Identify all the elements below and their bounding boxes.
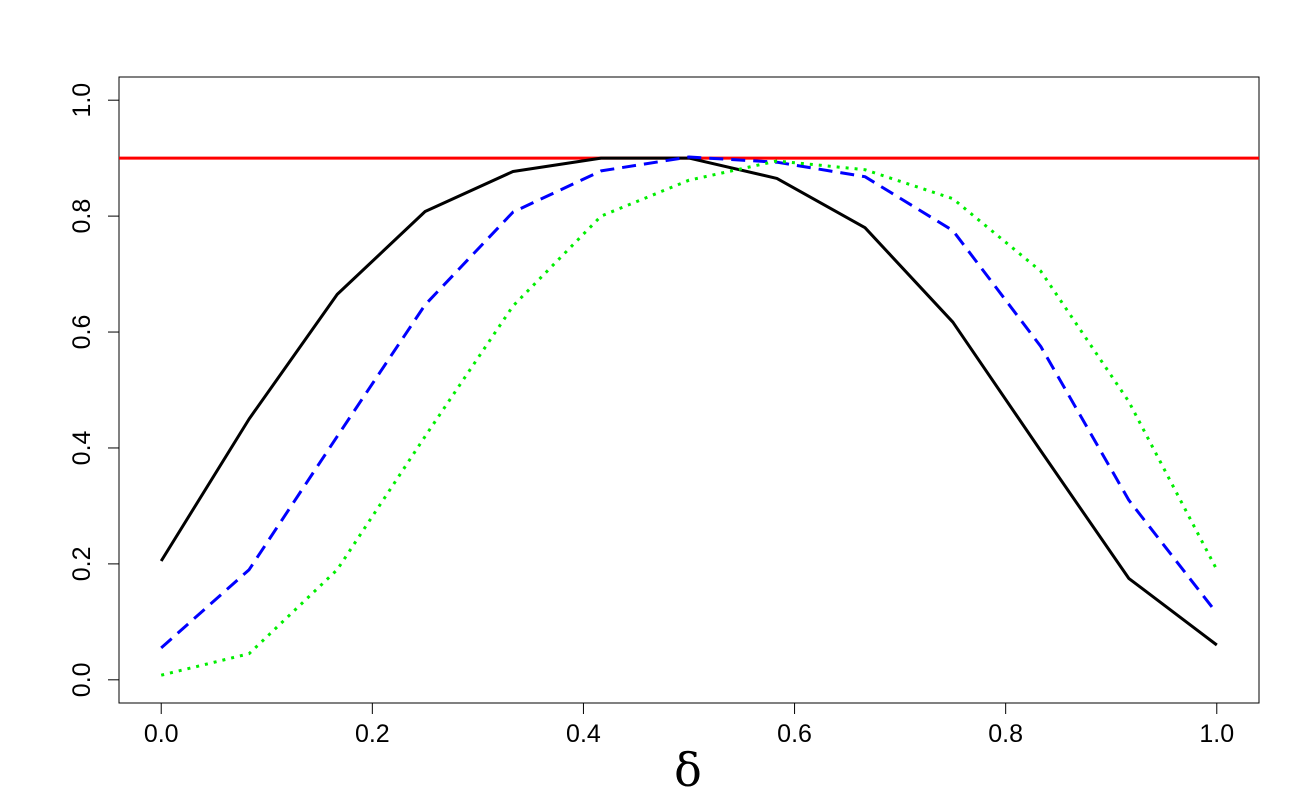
y-tick-label: 0.8 xyxy=(68,199,96,234)
plot-area xyxy=(119,155,1259,677)
x-tick-label: 0.8 xyxy=(988,720,1023,748)
x-axis: 0.0 0.2 0.4 0.6 0.8 1.0 xyxy=(144,702,1234,748)
y-tick-label: 1.0 xyxy=(68,83,96,118)
x-tick-label: 0.6 xyxy=(777,720,812,748)
plot-frame xyxy=(118,76,1260,704)
series-line-1-solid xyxy=(159,156,1218,647)
series-line-2-dashed xyxy=(160,155,1218,650)
x-tick-label: 0.2 xyxy=(355,720,390,748)
x-axis-label: δ xyxy=(674,743,702,797)
y-tick-label: 0.0 xyxy=(68,662,96,697)
x-tick-label: 0.4 xyxy=(566,720,601,748)
x-tick-label: 0.0 xyxy=(144,720,179,748)
series-line-3-dotted xyxy=(160,159,1219,677)
y-tick-label: 0.2 xyxy=(68,547,96,582)
y-tick-label: 0.6 xyxy=(68,315,96,350)
x-tick-label: 1.0 xyxy=(1199,720,1234,748)
y-axis: 0.0 0.2 0.4 0.6 0.8 1.0 xyxy=(68,83,120,697)
y-tick-label: 0.4 xyxy=(68,430,96,465)
